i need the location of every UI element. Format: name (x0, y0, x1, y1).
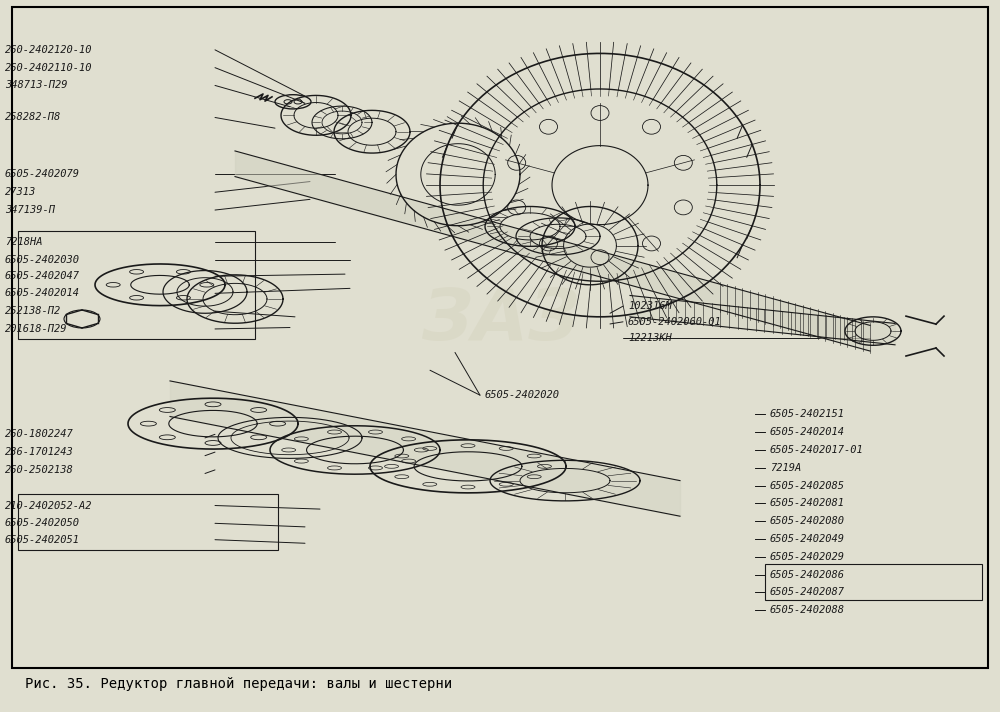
Text: 236-1701243: 236-1701243 (5, 447, 74, 457)
Text: 260-1802247: 260-1802247 (5, 429, 74, 439)
Text: 6505-2402020: 6505-2402020 (485, 390, 560, 400)
Text: 6505-2402051: 6505-2402051 (5, 535, 80, 545)
Text: ЗАЗ: ЗАЗ (421, 286, 579, 355)
Text: 6505-2402017-01: 6505-2402017-01 (770, 445, 864, 455)
Text: 6505-2402151: 6505-2402151 (770, 409, 845, 419)
Text: 6505-2402085: 6505-2402085 (770, 481, 845, 491)
Text: 6505-2402081: 6505-2402081 (770, 498, 845, 508)
Text: 6505-2402049: 6505-2402049 (770, 534, 845, 544)
Text: 252138-П2: 252138-П2 (5, 306, 61, 316)
Text: 6505-2402050: 6505-2402050 (5, 518, 80, 528)
Text: 6505-2402060-01: 6505-2402060-01 (628, 317, 722, 327)
Text: 6505-2402079: 6505-2402079 (5, 169, 80, 179)
Text: 6505-2402086: 6505-2402086 (770, 570, 845, 580)
Text: 347139-П: 347139-П (5, 205, 55, 215)
Text: 210-2402052-А2: 210-2402052-А2 (5, 501, 92, 511)
Text: 348713-П29: 348713-П29 (5, 80, 68, 90)
Text: 102316М: 102316М (628, 301, 672, 311)
Text: 6505-2402047: 6505-2402047 (5, 271, 80, 281)
Text: 201618-П29: 201618-П29 (5, 324, 68, 334)
Text: 6505-2402029: 6505-2402029 (770, 552, 845, 562)
Text: 27313: 27313 (5, 187, 36, 197)
Text: 7218НА: 7218НА (5, 237, 43, 247)
Bar (18, 231, 255, 339)
Text: 7219А: 7219А (770, 463, 801, 473)
Text: 6505-2402030: 6505-2402030 (5, 255, 80, 265)
Text: 6505-2402014: 6505-2402014 (770, 427, 845, 437)
Text: 260-2402120-10: 260-2402120-10 (5, 45, 92, 55)
Text: 6505-2402087: 6505-2402087 (770, 587, 845, 597)
Text: 260-2402110-10: 260-2402110-10 (5, 63, 92, 73)
Bar (765, 564, 982, 600)
Text: 260-2502138: 260-2502138 (5, 465, 74, 475)
Text: 12213КН: 12213КН (628, 333, 672, 343)
Text: 6505-2402088: 6505-2402088 (770, 605, 845, 615)
Text: Рис. 35. Редуктор главной передачи: валы и шестерни: Рис. 35. Редуктор главной передачи: валы… (25, 676, 452, 691)
Text: 6505-2402014: 6505-2402014 (5, 288, 80, 298)
Text: 258282-П8: 258282-П8 (5, 112, 61, 122)
Bar (18, 494, 278, 550)
Text: 6505-2402080: 6505-2402080 (770, 516, 845, 526)
